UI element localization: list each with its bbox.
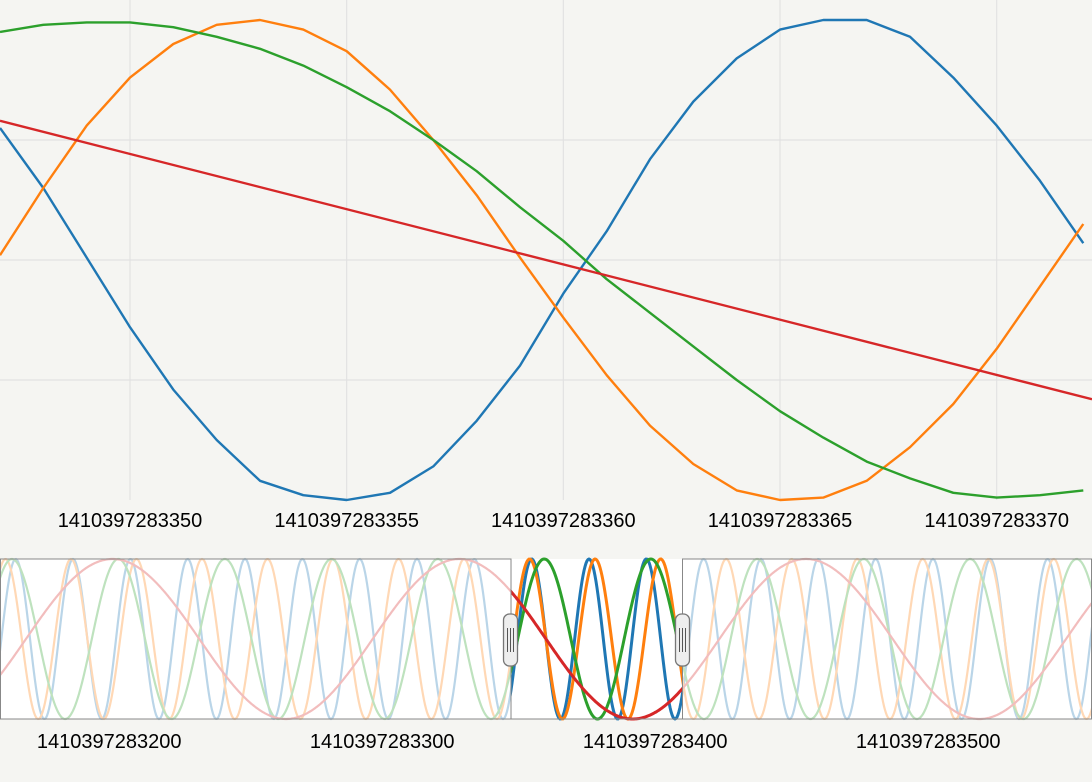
context-x-tick-label: 1410397283300 [310,731,455,753]
main-series-lines [0,18,1092,502]
context-selected-series [510,557,683,721]
main-series-line-1 [0,18,1085,502]
main-x-tick-label: 1410397283350 [58,510,203,532]
context-x-axis: 1410397283200 1410397283300 1410397283400 1… [37,731,1001,753]
context-selected-line-2 [510,557,683,721]
main-x-tick-label: 1410397283360 [491,510,636,532]
context-x-tick-label: 1410397283200 [37,731,182,753]
context-x-tick-label: 1410397283500 [856,731,1001,753]
brush-handle-right[interactable] [674,613,691,667]
context-x-tick-label: 1410397283400 [583,731,728,753]
main-series-line-3 [0,119,1092,401]
brush-handle-left[interactable] [502,613,519,667]
main-grid [0,0,1092,500]
main-x-axis: 1410397283350 1410397283355 1410397283360 1… [58,510,1069,532]
main-x-tick-label: 1410397283365 [708,510,853,532]
main-x-tick-label: 1410397283355 [274,510,419,532]
main-x-tick-label: 1410397283370 [924,510,1069,532]
main-series-line-2 [0,21,1084,499]
context-series-lines [0,557,1092,721]
main-series-line-0 [0,18,1085,502]
context-selected-line-3 [510,588,683,721]
main-line-chart[interactable]: 1410397283350 1410397283355 1410397283360 1… [0,0,1092,540]
